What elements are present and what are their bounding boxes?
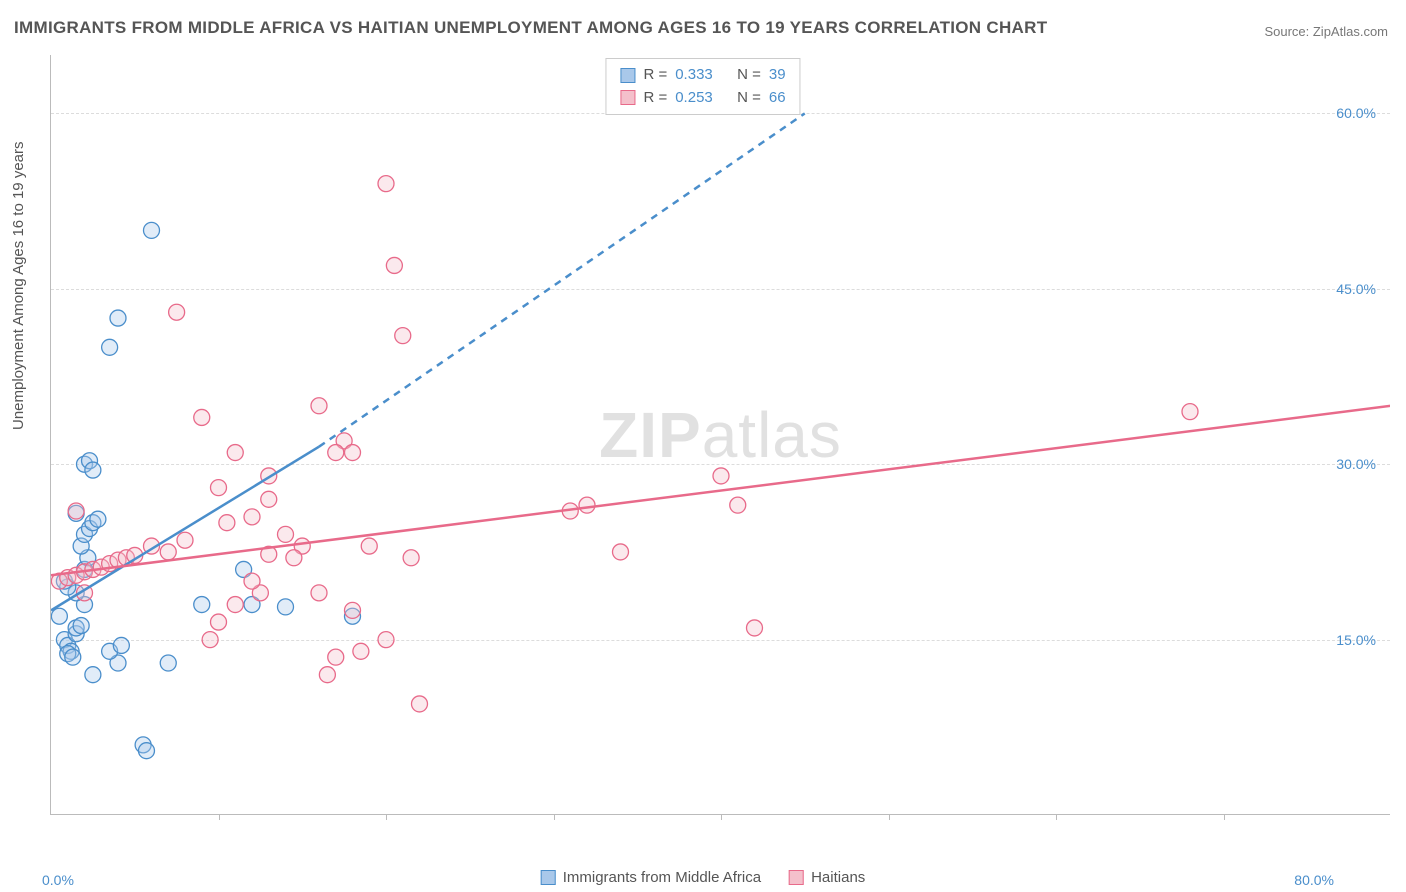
legend-swatch bbox=[620, 68, 635, 83]
chart-title: IMMIGRANTS FROM MIDDLE AFRICA VS HAITIAN… bbox=[14, 18, 1047, 38]
legend-label: Haitians bbox=[811, 869, 865, 886]
data-point bbox=[68, 503, 84, 519]
stat-n-value: 66 bbox=[769, 87, 786, 110]
stat-n-label: N = bbox=[737, 64, 761, 87]
data-point bbox=[194, 409, 210, 425]
data-point bbox=[579, 497, 595, 513]
x-tick bbox=[1224, 814, 1225, 820]
data-point bbox=[319, 667, 335, 683]
data-point bbox=[345, 602, 361, 618]
data-point bbox=[244, 509, 260, 525]
data-point bbox=[311, 585, 327, 601]
data-point bbox=[202, 632, 218, 648]
stat-n-value: 39 bbox=[769, 64, 786, 87]
trendline bbox=[51, 406, 1390, 576]
data-point bbox=[1182, 404, 1198, 420]
data-point bbox=[412, 696, 428, 712]
data-point bbox=[395, 328, 411, 344]
data-point bbox=[713, 468, 729, 484]
data-point bbox=[613, 544, 629, 560]
legend-label: Immigrants from Middle Africa bbox=[563, 869, 761, 886]
data-point bbox=[160, 655, 176, 671]
legend-swatch bbox=[620, 90, 635, 105]
data-point bbox=[261, 491, 277, 507]
stat-r-label: R = bbox=[643, 64, 667, 87]
legend-item: Immigrants from Middle Africa bbox=[541, 869, 761, 886]
data-point bbox=[227, 597, 243, 613]
y-axis-label: Unemployment Among Ages 16 to 19 years bbox=[10, 141, 27, 430]
scatter-svg bbox=[51, 55, 1390, 814]
data-point bbox=[219, 515, 235, 531]
data-point bbox=[227, 445, 243, 461]
data-point bbox=[110, 310, 126, 326]
data-point bbox=[730, 497, 746, 513]
data-point bbox=[244, 573, 260, 589]
legend-swatch bbox=[789, 870, 804, 885]
legend-item: Haitians bbox=[789, 869, 865, 886]
x-axis-min-label: 0.0% bbox=[42, 872, 74, 888]
data-point bbox=[194, 597, 210, 613]
x-tick bbox=[386, 814, 387, 820]
stat-r-value: 0.253 bbox=[675, 87, 713, 110]
data-point bbox=[51, 608, 67, 624]
x-tick bbox=[554, 814, 555, 820]
data-point bbox=[211, 480, 227, 496]
data-point bbox=[361, 538, 377, 554]
stats-legend-row: R = 0.253 N = 66 bbox=[620, 87, 785, 110]
data-point bbox=[378, 176, 394, 192]
trendline bbox=[319, 113, 805, 446]
data-point bbox=[90, 511, 106, 527]
data-point bbox=[311, 398, 327, 414]
data-point bbox=[160, 544, 176, 560]
data-point bbox=[353, 643, 369, 659]
stats-legend: R = 0.333 N = 39 R = 0.253 N = 66 bbox=[605, 58, 800, 115]
stat-n-label: N = bbox=[737, 87, 761, 110]
data-point bbox=[386, 257, 402, 273]
x-axis-max-label: 80.0% bbox=[1294, 872, 1334, 888]
data-point bbox=[65, 649, 81, 665]
data-point bbox=[403, 550, 419, 566]
series-legend: Immigrants from Middle Africa Haitians bbox=[541, 869, 866, 886]
plot-area: ZIPatlas 15.0%30.0%45.0%60.0% bbox=[50, 55, 1390, 815]
data-point bbox=[278, 599, 294, 615]
source-attribution: Source: ZipAtlas.com bbox=[1264, 24, 1388, 39]
data-point bbox=[345, 445, 361, 461]
data-point bbox=[85, 667, 101, 683]
data-point bbox=[278, 526, 294, 542]
data-point bbox=[138, 743, 154, 759]
data-point bbox=[169, 304, 185, 320]
correlation-chart: IMMIGRANTS FROM MIDDLE AFRICA VS HAITIAN… bbox=[0, 0, 1406, 892]
data-point bbox=[113, 637, 129, 653]
stat-r-value: 0.333 bbox=[675, 64, 713, 87]
x-tick bbox=[1056, 814, 1057, 820]
data-point bbox=[73, 618, 89, 634]
legend-swatch bbox=[541, 870, 556, 885]
data-point bbox=[747, 620, 763, 636]
data-point bbox=[378, 632, 394, 648]
data-point bbox=[102, 339, 118, 355]
data-point bbox=[144, 222, 160, 238]
data-point bbox=[328, 649, 344, 665]
data-point bbox=[177, 532, 193, 548]
x-tick bbox=[889, 814, 890, 820]
data-point bbox=[85, 462, 101, 478]
data-point bbox=[211, 614, 227, 630]
stat-r-label: R = bbox=[643, 87, 667, 110]
x-tick bbox=[219, 814, 220, 820]
stats-legend-row: R = 0.333 N = 39 bbox=[620, 64, 785, 87]
x-tick bbox=[721, 814, 722, 820]
data-point bbox=[286, 550, 302, 566]
data-point bbox=[328, 445, 344, 461]
